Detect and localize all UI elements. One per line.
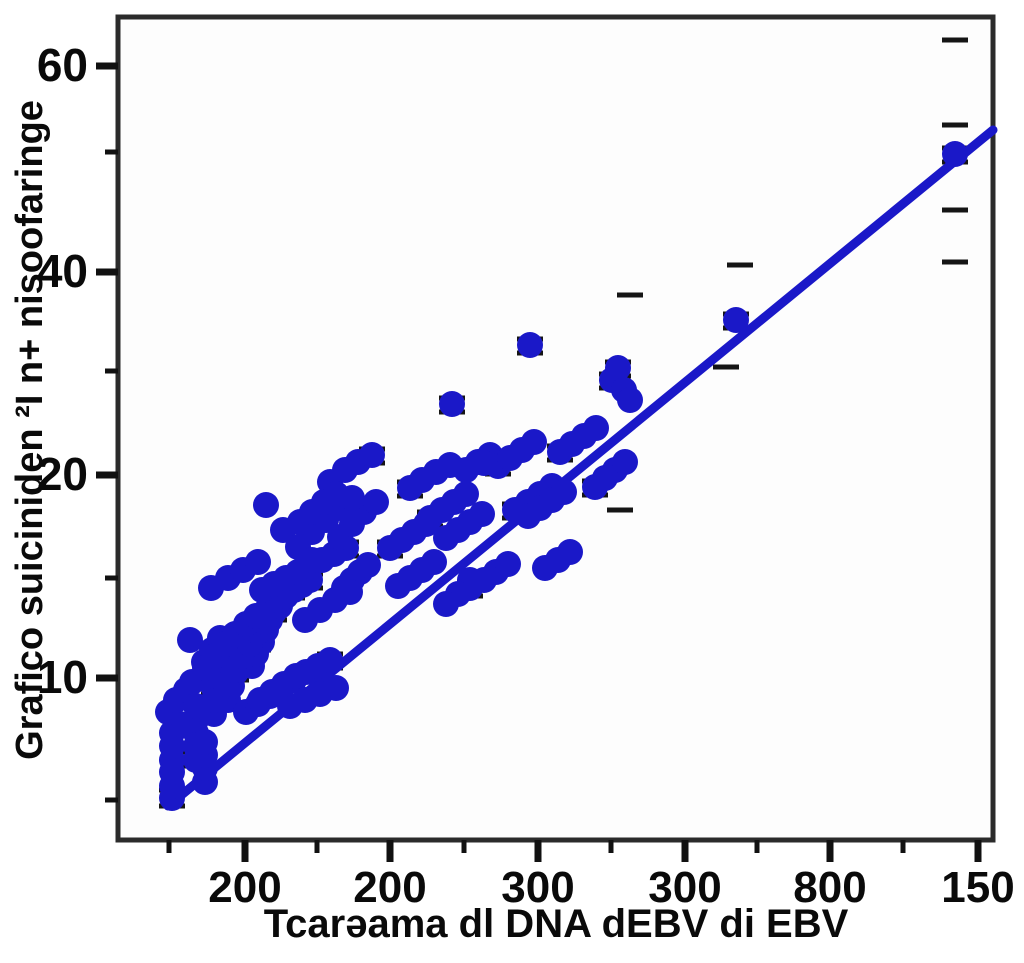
data-point xyxy=(192,729,218,755)
data-point xyxy=(453,481,479,507)
data-points xyxy=(155,141,968,811)
x-tick-label: 200 xyxy=(208,863,281,912)
data-point xyxy=(605,355,631,381)
data-point xyxy=(942,141,968,167)
data-point xyxy=(323,675,349,701)
data-point xyxy=(359,442,385,468)
data-point xyxy=(421,549,447,575)
x-tick-label: 300 xyxy=(648,863,721,912)
x-tick-label: 200 xyxy=(353,863,426,912)
x-axis-tick-labels: 200 200 300 300 800 150 xyxy=(208,863,1014,912)
data-point xyxy=(612,449,638,475)
data-point xyxy=(617,387,643,413)
x-tick-label: 300 xyxy=(501,863,574,912)
data-point xyxy=(253,492,279,518)
y-axis-tick-labels: 60 40 20 10 xyxy=(37,39,88,703)
data-point xyxy=(495,551,521,577)
y-tick-label: 20 xyxy=(37,448,88,500)
data-point xyxy=(337,579,363,605)
y-tick-label: 60 xyxy=(37,39,88,91)
data-point xyxy=(583,415,609,441)
data-point xyxy=(177,627,203,653)
y-axis-ticks xyxy=(96,62,118,803)
data-point xyxy=(551,479,577,505)
data-point xyxy=(439,391,465,417)
x-axis-ticks xyxy=(166,840,982,862)
data-point xyxy=(363,489,389,515)
data-point xyxy=(355,552,381,578)
data-point xyxy=(317,647,343,673)
y-tick-label: 40 xyxy=(37,245,88,297)
y-tick-label: 10 xyxy=(37,651,88,703)
data-point xyxy=(723,307,749,333)
data-point xyxy=(299,547,325,573)
data-point xyxy=(469,501,495,527)
data-point xyxy=(521,429,547,455)
data-point xyxy=(283,663,309,689)
y-axis-title: Grafico suiciniden ²I n+ nisoofaringe xyxy=(9,100,51,760)
data-point xyxy=(517,332,543,358)
x-tick-label: 150 xyxy=(941,863,1014,912)
x-axis-title: Tcarəama dl DNA dEBV di EBV xyxy=(264,902,849,946)
data-point xyxy=(557,539,583,565)
data-point xyxy=(471,450,497,476)
data-point xyxy=(245,549,271,575)
data-point xyxy=(323,481,349,507)
data-point xyxy=(433,591,459,617)
x-tick-label: 800 xyxy=(793,863,866,912)
